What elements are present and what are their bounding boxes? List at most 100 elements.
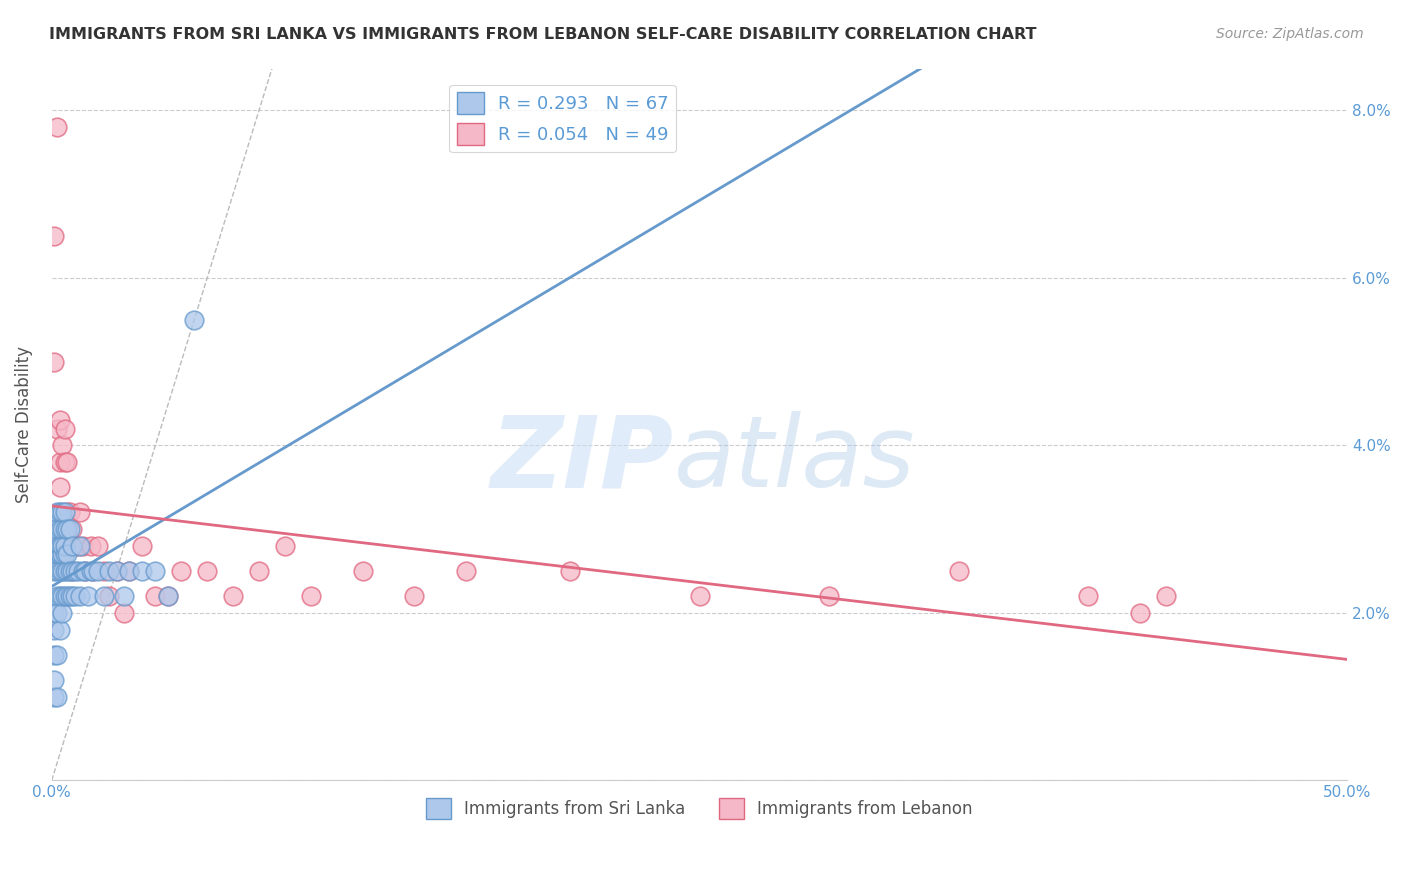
Point	[183, 312, 205, 326]
Point	[48, 413, 70, 427]
Point	[59, 505, 82, 519]
Point	[44, 673, 66, 687]
Point	[66, 539, 89, 553]
Point	[48, 480, 70, 494]
Point	[72, 564, 94, 578]
Legend: Immigrants from Sri Lanka, Immigrants from Lebanon: Immigrants from Sri Lanka, Immigrants fr…	[419, 792, 980, 825]
Point	[818, 589, 841, 603]
Point	[87, 564, 110, 578]
Point	[63, 589, 86, 603]
Point	[45, 589, 67, 603]
Point	[48, 522, 70, 536]
Point	[112, 589, 135, 603]
Point	[45, 690, 67, 704]
Point	[44, 623, 66, 637]
Point	[79, 564, 101, 578]
Point	[53, 421, 76, 435]
Point	[195, 564, 218, 578]
Point	[48, 505, 70, 519]
Point	[62, 564, 84, 578]
Point	[1154, 589, 1177, 603]
Point	[51, 589, 73, 603]
Point	[157, 589, 180, 603]
Point	[62, 589, 84, 603]
Point	[48, 589, 70, 603]
Point	[93, 564, 115, 578]
Point	[1129, 606, 1152, 620]
Text: IMMIGRANTS FROM SRI LANKA VS IMMIGRANTS FROM LEBANON SELF-CARE DISABILITY CORREL: IMMIGRANTS FROM SRI LANKA VS IMMIGRANTS …	[49, 27, 1036, 42]
Point	[79, 539, 101, 553]
Point	[274, 539, 297, 553]
Point	[53, 564, 76, 578]
Point	[53, 589, 76, 603]
Point	[69, 505, 91, 519]
Point	[56, 547, 79, 561]
Point	[51, 606, 73, 620]
Point	[170, 564, 193, 578]
Text: atlas: atlas	[673, 411, 915, 508]
Point	[56, 522, 79, 536]
Point	[44, 648, 66, 662]
Y-axis label: Self-Care Disability: Self-Care Disability	[15, 346, 32, 503]
Point	[118, 564, 141, 578]
Point	[131, 539, 153, 553]
Point	[51, 438, 73, 452]
Point	[56, 455, 79, 469]
Point	[48, 547, 70, 561]
Point	[56, 505, 79, 519]
Point	[53, 455, 76, 469]
Point	[105, 564, 128, 578]
Point	[62, 539, 84, 553]
Point	[45, 505, 67, 519]
Point	[51, 522, 73, 536]
Point	[105, 564, 128, 578]
Point	[77, 589, 100, 603]
Point	[72, 539, 94, 553]
Point	[44, 229, 66, 244]
Point	[59, 589, 82, 603]
Point	[97, 589, 120, 603]
Point	[48, 455, 70, 469]
Point	[69, 539, 91, 553]
Point	[56, 589, 79, 603]
Point	[118, 564, 141, 578]
Point	[44, 354, 66, 368]
Point	[51, 564, 73, 578]
Point	[157, 589, 180, 603]
Point	[352, 564, 374, 578]
Point	[75, 564, 97, 578]
Point	[112, 606, 135, 620]
Point	[45, 120, 67, 135]
Point	[63, 564, 86, 578]
Point	[51, 539, 73, 553]
Point	[48, 623, 70, 637]
Point	[48, 539, 70, 553]
Point	[948, 564, 970, 578]
Point	[66, 564, 89, 578]
Point	[59, 539, 82, 553]
Point	[1077, 589, 1099, 603]
Point	[56, 564, 79, 578]
Point	[48, 547, 70, 561]
Text: ZIP: ZIP	[491, 411, 673, 508]
Point	[145, 564, 167, 578]
Point	[44, 690, 66, 704]
Point	[53, 505, 76, 519]
Point	[45, 421, 67, 435]
Point	[45, 539, 67, 553]
Point	[45, 522, 67, 536]
Point	[59, 564, 82, 578]
Point	[404, 589, 426, 603]
Point	[63, 539, 86, 553]
Point	[69, 589, 91, 603]
Point	[558, 564, 581, 578]
Point	[689, 589, 711, 603]
Point	[51, 547, 73, 561]
Point	[97, 564, 120, 578]
Point	[59, 522, 82, 536]
Point	[145, 589, 167, 603]
Point	[48, 539, 70, 553]
Point	[48, 564, 70, 578]
Point	[222, 589, 245, 603]
Point	[44, 606, 66, 620]
